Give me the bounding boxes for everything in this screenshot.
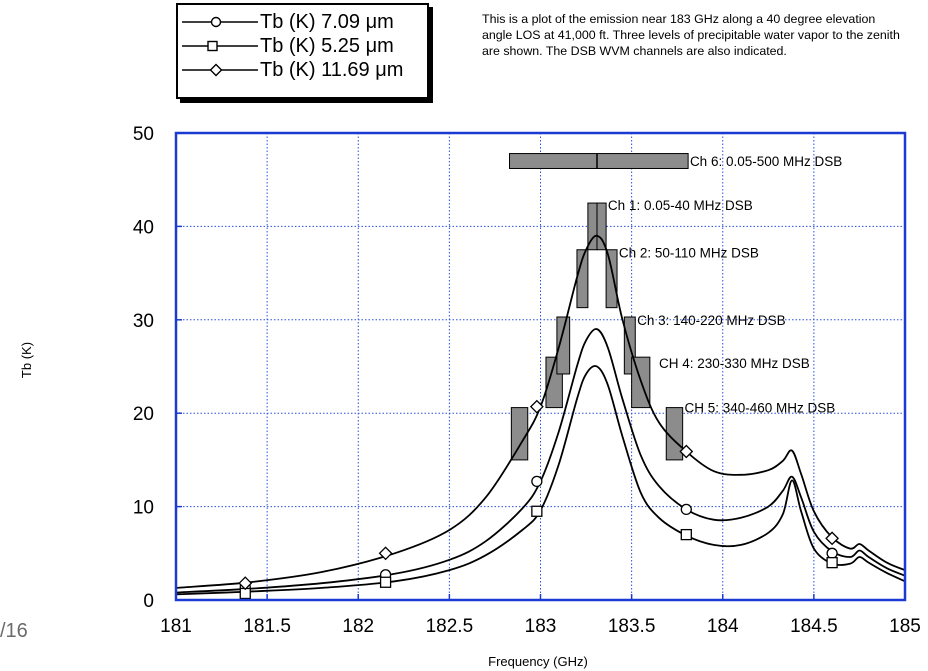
square-marker-icon	[182, 40, 258, 52]
legend-label: Tb (K) 11.69 μm	[260, 59, 404, 81]
x-tick-label: 185	[889, 616, 921, 637]
channel-bar	[665, 407, 684, 461]
x-tick-label: 182	[342, 616, 374, 637]
y-tick-label: 0	[143, 591, 154, 612]
x-tick-label: 183	[525, 616, 557, 637]
slide-number: /16	[0, 620, 28, 642]
x-tick-label: 184.5	[790, 616, 838, 637]
diamond-point	[529, 399, 544, 414]
legend: Tb (K) 7.09 μm Tb (K) 5.25 μm Tb (K) 11.…	[176, 3, 429, 99]
axis-ticks: 181 181.5 182 182.5 183 183.5 184 184.5 185 0 10 20…	[133, 124, 921, 637]
y-axis-label: Tb (K)	[19, 342, 34, 378]
channel-bar	[556, 316, 571, 375]
circle-point	[826, 547, 838, 559]
x-tick-label: 181	[160, 616, 192, 637]
y-tick-label: 10	[133, 498, 154, 519]
square-point	[379, 576, 392, 588]
square-point	[531, 505, 543, 517]
y-tick-label: 20	[133, 404, 154, 425]
chart-description: This is a plot of the emission near 183 …	[482, 12, 900, 58]
legend-label: Tb (K) 5.25 μm	[260, 35, 394, 57]
y-tick-label: 30	[133, 311, 154, 332]
legend-item-diamond: Tb (K) 11.69 μm	[182, 59, 422, 81]
channel-label: Ch 6: 0.05-500 MHz DSB	[690, 154, 842, 169]
legend-item-circle: Tb (K) 7.09 μm	[182, 11, 422, 33]
circle-marker-icon	[182, 16, 258, 28]
y-tick-label: 50	[133, 124, 154, 145]
square-point	[826, 556, 838, 569]
diamond-point	[825, 531, 840, 546]
wide-channel-bar	[509, 153, 689, 169]
circle-point	[680, 503, 692, 516]
channel-label: CH 4: 230-330 MHz DSB	[659, 356, 810, 371]
legend-item-square: Tb (K) 5.25 μm	[182, 35, 422, 57]
square-point	[680, 528, 692, 541]
diamond-marker-icon	[182, 63, 258, 77]
legend-label: Tb (K) 7.09 μm	[260, 11, 394, 33]
diamond-point	[679, 444, 694, 459]
x-axis-label: Frequency (GHz)	[488, 654, 588, 669]
series-markers	[238, 399, 840, 600]
diamond-point	[238, 576, 253, 591]
channel-bar	[596, 202, 607, 251]
x-tick-label: 182.5	[426, 616, 474, 637]
channel-bar	[605, 249, 618, 309]
circle-point	[531, 475, 543, 488]
x-tick-label: 184	[707, 616, 739, 637]
channel-annotations: Ch 6: 0.05-500 MHz DSB Ch 1: 0.05-40 MHz …	[608, 154, 842, 416]
diamond-point	[378, 546, 393, 561]
channel-label: Ch 3: 140-220 MHz DSB	[637, 313, 786, 328]
channel-label: CH 5: 340-460 MHz DSB	[684, 401, 835, 416]
channel-label: Ch 1: 0.05-40 MHz DSB	[608, 198, 753, 213]
x-tick-label: 183.5	[608, 616, 656, 637]
x-tick-label: 181.5	[243, 616, 291, 637]
y-tick-label: 40	[133, 217, 154, 238]
channel-label: Ch 2: 50-110 MHz DSB	[619, 246, 759, 261]
channel-bar	[510, 407, 529, 461]
